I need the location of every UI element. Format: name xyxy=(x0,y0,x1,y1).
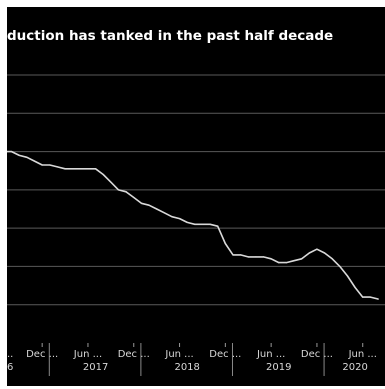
chart-panel: y ... Dec ... Jun ... Dec ... Jun ... Dec ...… xyxy=(7,7,385,386)
x-axis-ticks xyxy=(41,343,364,347)
data-point xyxy=(33,160,36,162)
data-point xyxy=(224,242,226,245)
data-point xyxy=(339,265,341,267)
data-point xyxy=(285,262,287,264)
x-axis-tick-label: Jun ... xyxy=(73,349,102,360)
x-axis-year-label: 2017 xyxy=(83,362,108,373)
data-point xyxy=(18,154,20,156)
data-point xyxy=(247,256,249,258)
x-axis-tick-label: Dec ... xyxy=(209,349,241,360)
data-point xyxy=(79,168,81,170)
data-point xyxy=(133,196,135,199)
x-axis-tick-label: Jun ... xyxy=(164,349,193,360)
data-point xyxy=(163,212,165,214)
data-point xyxy=(217,225,219,227)
data-point xyxy=(293,260,295,262)
x-axis-tick-label: Jun ... xyxy=(256,349,285,360)
data-point xyxy=(270,258,272,260)
x-axis-tick-labels: y ... Dec ... Jun ... Dec ... Jun ... Dec ...… xyxy=(7,349,377,360)
x-axis-year-labels: 6 2017 2018 2019 2020 xyxy=(7,362,368,373)
series-line xyxy=(7,150,379,300)
x-axis-year-label: 2020 xyxy=(342,362,367,373)
data-point xyxy=(110,181,112,183)
data-point xyxy=(369,296,371,298)
x-axis-year-label: 6 xyxy=(7,362,13,373)
data-point xyxy=(209,223,211,225)
x-axis-year-label: 2018 xyxy=(174,362,199,373)
data-point xyxy=(362,296,364,298)
data-point xyxy=(117,189,120,191)
chart-title: duction has tanked in the past half deca… xyxy=(7,28,334,44)
x-axis-year-label: 2019 xyxy=(266,362,291,373)
gridlines xyxy=(7,74,385,306)
data-point xyxy=(56,166,59,168)
data-point xyxy=(324,252,326,254)
data-point xyxy=(240,254,242,256)
data-point xyxy=(186,221,188,223)
data-point xyxy=(125,191,127,193)
year-separators xyxy=(48,343,325,376)
data-point xyxy=(377,298,379,300)
data-point xyxy=(255,256,257,258)
data-point xyxy=(95,168,97,170)
data-point xyxy=(201,223,203,225)
data-point xyxy=(26,156,28,158)
line-chart: y ... Dec ... Jun ... Dec ... Jun ... Dec ...… xyxy=(7,74,385,376)
data-point xyxy=(316,248,318,250)
data-point xyxy=(308,252,310,254)
data-point xyxy=(11,151,13,153)
data-point xyxy=(278,262,280,264)
data-point xyxy=(64,168,66,170)
data-point xyxy=(87,168,89,170)
data-point xyxy=(148,204,150,206)
data-point xyxy=(171,216,173,218)
data-point xyxy=(41,164,43,166)
x-axis-tick-label: Dec ... xyxy=(26,349,58,360)
data-point xyxy=(194,223,196,225)
x-axis-tick-label: Jun ... xyxy=(348,349,377,360)
data-point xyxy=(301,258,303,260)
data-point xyxy=(331,258,333,260)
data-point xyxy=(72,168,74,170)
data-point xyxy=(232,254,234,256)
data-point xyxy=(102,173,104,176)
data-point xyxy=(49,164,51,166)
x-axis-tick-label: Dec ... xyxy=(301,349,333,360)
data-point xyxy=(156,208,158,210)
data-point xyxy=(346,275,349,277)
x-axis-tick-label: y ... xyxy=(7,349,13,360)
data-point xyxy=(179,218,181,220)
data-point xyxy=(354,286,356,289)
data-point xyxy=(262,256,265,258)
data-point xyxy=(140,202,142,204)
series-group xyxy=(7,150,379,300)
x-axis-tick-label: Dec ... xyxy=(118,349,150,360)
